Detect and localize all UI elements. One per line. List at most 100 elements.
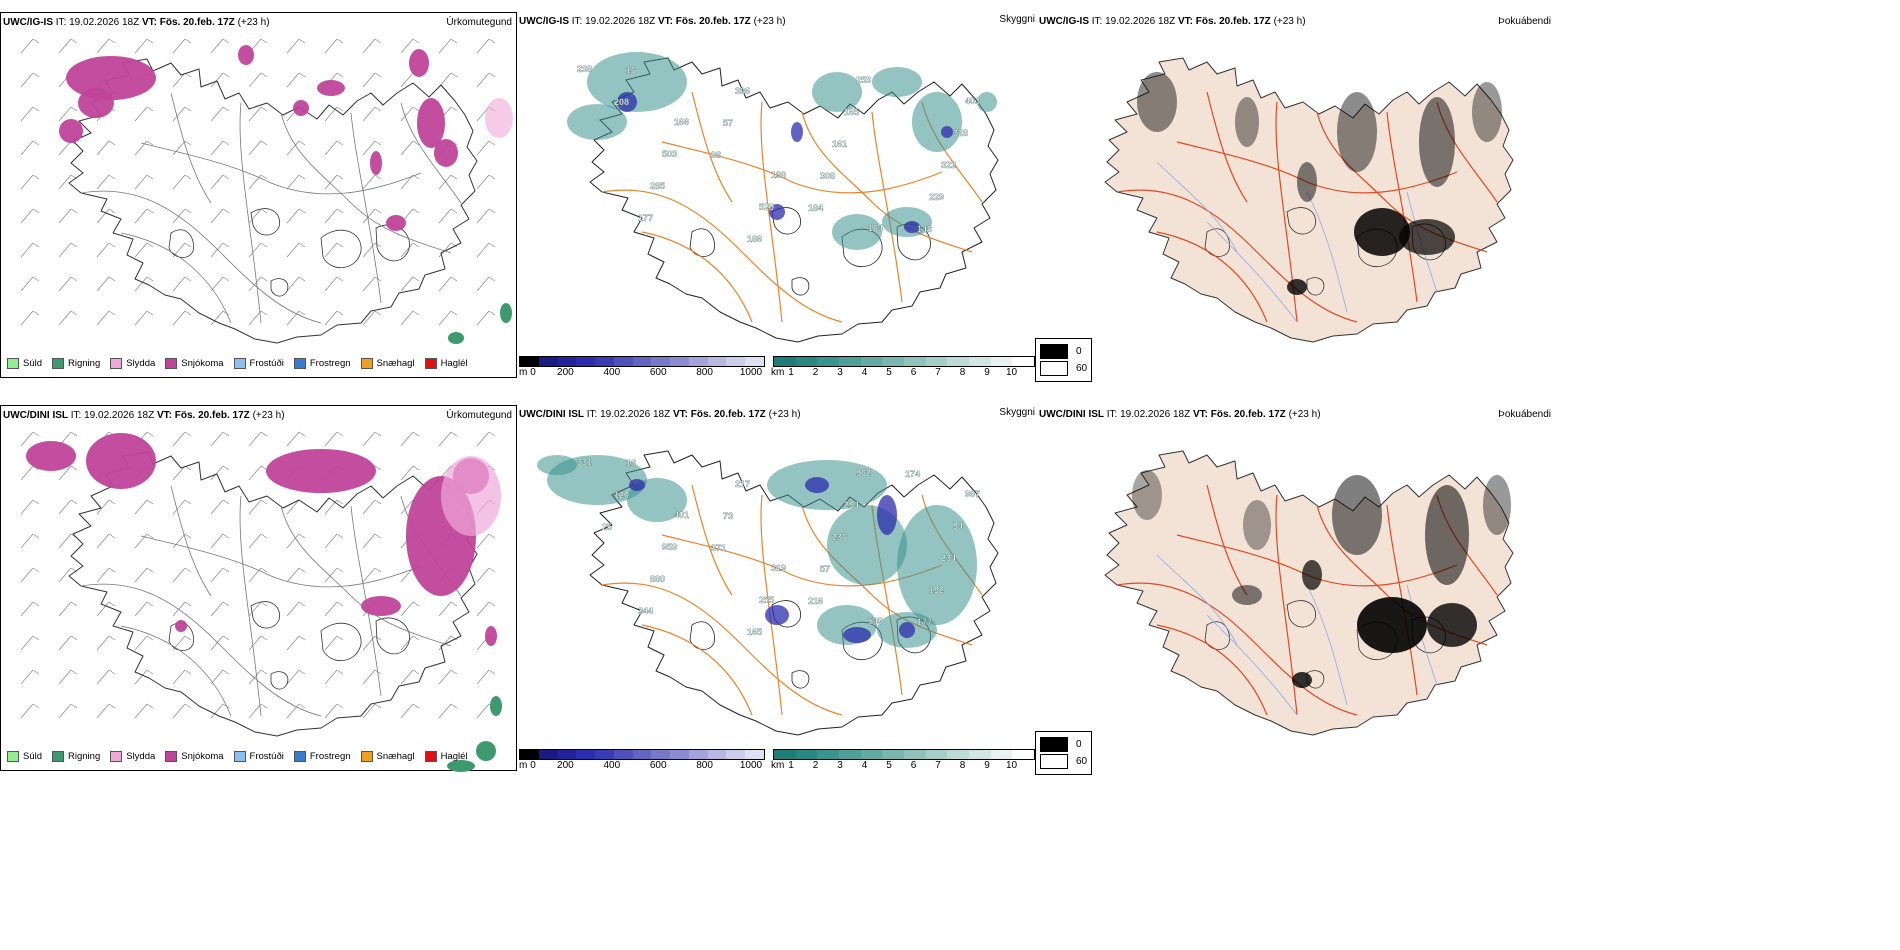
legend-item: Snæhagl: [360, 751, 415, 762]
wind-barb: [172, 72, 186, 88]
wind-barb-flag: [336, 276, 344, 282]
wind-barb: [438, 276, 452, 292]
wind-barb: [58, 208, 72, 224]
wind-barb-flag: [108, 635, 116, 641]
panel-title: UWC/IG-IS IT: 19.02.2026 18Z VT: Fös. 20…: [519, 16, 786, 27]
ceiling-value-label: 16: [626, 65, 636, 75]
wind-barb-flag: [260, 465, 268, 471]
legend-item: Frostúði: [233, 358, 284, 369]
wind-barb: [20, 106, 34, 122]
ceiling-value-label: 236: [832, 532, 847, 542]
legend-swatch: [1040, 344, 1068, 359]
colorbar-segment: [520, 357, 539, 366]
legend-label: Snæhagl: [376, 358, 415, 369]
ceiling-value-label: 344: [638, 606, 653, 616]
wind-barb: [96, 174, 110, 190]
wind-barb: [172, 140, 186, 156]
legend-label: Rigning: [68, 358, 101, 369]
colorbar-segment: [726, 357, 746, 366]
coastline: [1104, 450, 1514, 736]
fog-map: [1104, 450, 1514, 736]
colorbar-segment: [745, 357, 764, 366]
wind-barb-flag: [412, 106, 420, 112]
legend-label: Snjókoma: [181, 751, 224, 762]
road-line: [871, 111, 903, 303]
wind-barb: [324, 567, 338, 583]
wind-barb: [286, 38, 300, 54]
wind-barb-flag: [374, 208, 382, 214]
rain-area: [500, 303, 512, 323]
wind-barb-flag: [336, 703, 344, 709]
ceiling-value-label: 959: [662, 542, 677, 552]
ceiling-value-label: 371: [711, 543, 726, 553]
coastline: [589, 450, 999, 736]
fog-index-area: [1425, 485, 1469, 585]
wind-barb: [476, 208, 490, 224]
colorbar-segment: [947, 750, 970, 759]
wind-barb: [210, 174, 224, 190]
colorbar-tick-label: 1: [788, 760, 794, 771]
legend-swatch: [360, 358, 373, 369]
snow-area: [417, 98, 445, 148]
ceiling-value-label: 120: [614, 490, 629, 500]
road-line: [760, 101, 783, 323]
colorbar-segment: [904, 750, 926, 759]
wind-barb-flag: [374, 174, 382, 180]
colorbar-segment: [990, 357, 1013, 366]
fog-index-area: [1472, 82, 1502, 142]
wind-barb: [96, 567, 110, 583]
fog-index-area: [1399, 219, 1455, 255]
colorbar-tick-label: 400: [603, 760, 621, 771]
wind-barb-flag: [298, 72, 306, 78]
colorbar-tick-label: 600: [649, 367, 667, 378]
wind-barb-flag: [222, 601, 230, 607]
colorbar-segment: [882, 357, 905, 366]
wind-barb: [400, 465, 414, 481]
wind-barb: [362, 174, 376, 190]
panel-title: UWC/DINI ISL IT: 19.02.2026 18Z VT: Fös.…: [519, 409, 801, 420]
wind-barb-flag: [184, 567, 192, 573]
wind-barb-flag: [222, 567, 230, 573]
wind-barb-flag: [260, 276, 268, 282]
colorbar-tick-label: 4: [861, 760, 868, 771]
wind-barb: [20, 601, 34, 617]
low-visibility-area: [812, 72, 862, 112]
wind-barb: [134, 703, 148, 719]
road-line: [691, 484, 733, 596]
wind-barb-flag: [32, 669, 40, 675]
colorbar-tick-label: 600: [649, 760, 667, 771]
snow-area: [485, 626, 497, 646]
wind-barb-flag: [488, 140, 496, 146]
wind-barb: [58, 140, 72, 156]
fog-index-area: [1235, 97, 1259, 147]
wind-barb-flag: [70, 276, 78, 282]
wind-barb: [134, 499, 148, 515]
wind-barb: [58, 174, 72, 190]
ceiling-value-label: 184: [808, 203, 823, 213]
wind-barb: [20, 635, 34, 651]
wind-barb-flag: [374, 72, 382, 78]
wind-barb-flag: [184, 669, 192, 675]
wind-barb: [400, 567, 414, 583]
wind-barb-flag: [336, 635, 344, 641]
wind-barb-flag: [260, 72, 268, 78]
wind-barb-flag: [184, 601, 192, 607]
wind-barb-flag: [298, 567, 306, 573]
wind-barb: [248, 635, 262, 651]
wind-barb-flag: [450, 174, 458, 180]
precip-type-panel-bottom: UWC/DINI ISL IT: 19.02.2026 18Z VT: Fös.…: [0, 405, 517, 772]
wind-barb-flag: [374, 465, 382, 471]
legend-label: Frostúði: [249, 358, 284, 369]
ceiling-value-label: 322: [941, 160, 956, 170]
wind-barb: [362, 499, 376, 515]
wind-barb: [286, 499, 300, 515]
low-visibility-area: [587, 52, 687, 112]
panel-title: UWC/IG-IS IT: 19.02.2026 18Z VT: Fös. 20…: [3, 17, 270, 28]
road-line: [280, 112, 452, 254]
wind-barb: [324, 242, 338, 258]
wind-barb-flag: [70, 601, 78, 607]
legend-label: 0: [1076, 739, 1082, 750]
ceiling-value-label: 234: [941, 553, 956, 563]
wind-barb: [324, 38, 338, 54]
snow-area: [434, 139, 458, 167]
